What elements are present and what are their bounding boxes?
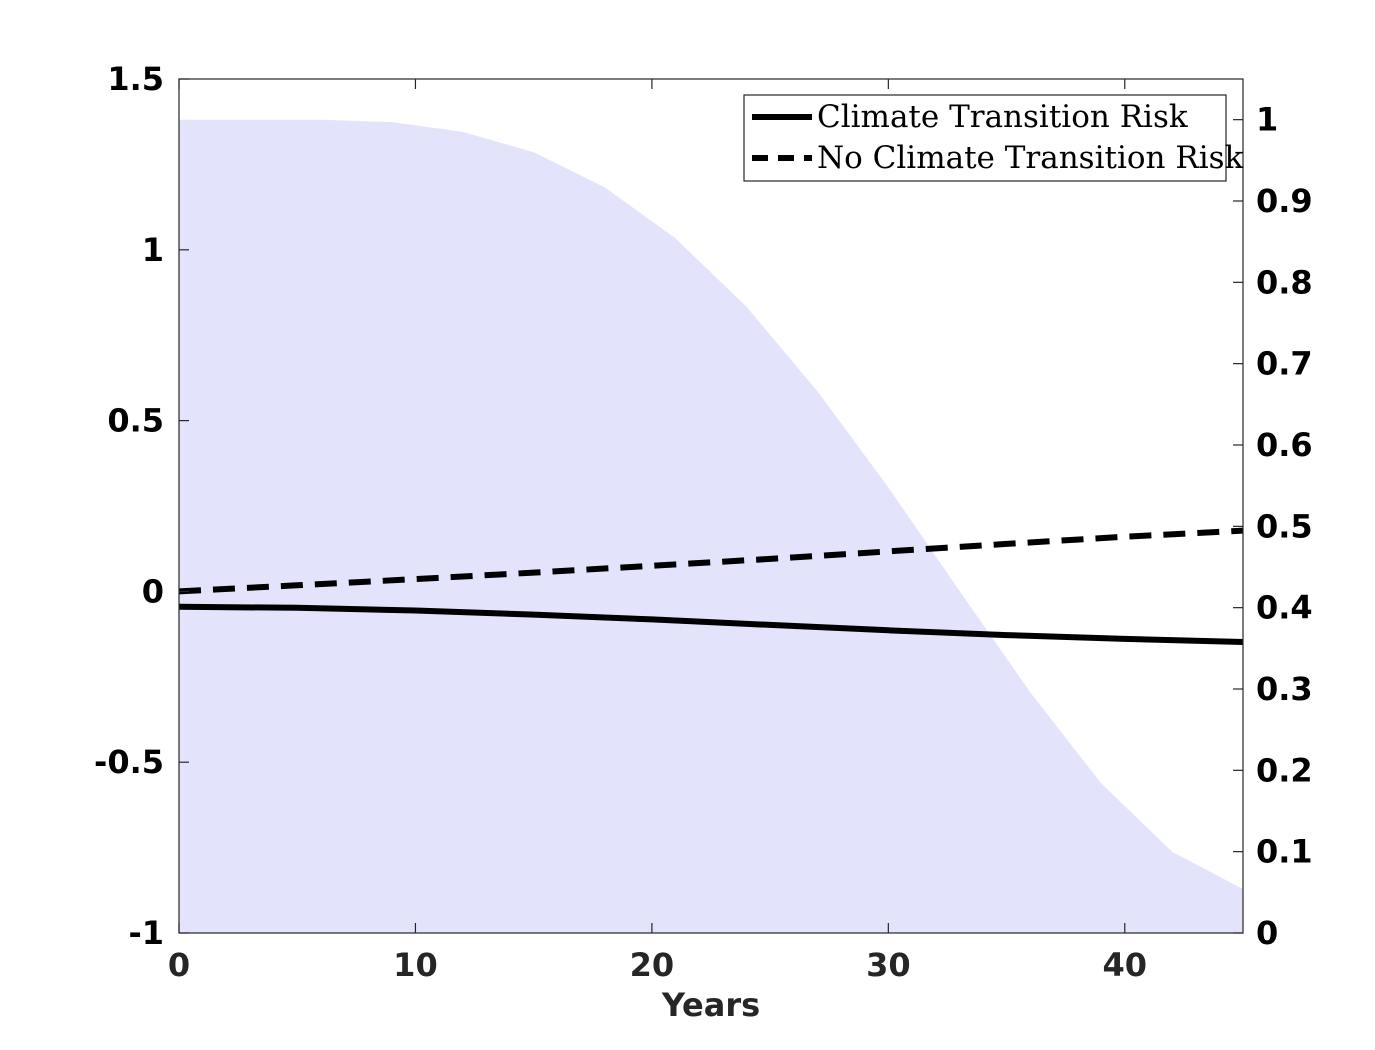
x-tick-label: 10 [393,946,438,984]
y-right-tick-label: 0 [1256,914,1278,952]
y-right-tick-label: 0.6 [1256,426,1313,464]
x-axis-ticks: 0 10 20 30 40 [168,79,1147,984]
series-line-climate-transition-risk [178,603,1244,645]
x-tick-label: 20 [630,946,675,984]
y-right-axis-ticks: 0 0.1 0.2 0.3 0.4 0.5 0.6 0.7 0.8 0.9 1 [1233,101,1313,952]
y-tick-label: 0 [142,572,164,610]
probability-area [179,119,1243,933]
x-axis-title: Years [661,986,760,1024]
y-right-tick-label: 0.2 [1256,751,1313,789]
plot-area [178,119,1244,933]
y-right-tick-label: 1 [1256,101,1278,139]
axes-box [178,78,1244,934]
y-tick-label: 1 [142,231,164,269]
y-tick-label: 1.5 [107,60,164,98]
series-line-no-climate-transition-risk [178,527,1244,595]
x-tick-label: 40 [1103,946,1148,984]
y-axis-ticks: -1 -0.5 0 0.5 1 1.5 [94,60,189,952]
y-right-tick-label: 0.4 [1256,589,1313,627]
y-tick-label: 0.5 [107,402,164,440]
x-tick-label: 30 [866,946,911,984]
legend-label-no-climate-transition-risk: No Climate Transition Risk [817,140,1244,176]
y-right-tick-label: 0.1 [1256,833,1313,871]
y-right-tick-label: 0.7 [1256,345,1313,383]
legend-box [743,94,1227,182]
y-tick-label: -0.5 [94,743,164,781]
y-right-tick-label: 0.3 [1256,670,1313,708]
y-right-tick-label: 0.9 [1256,182,1313,220]
legend: Climate Transition Risk No Climate Trans… [743,94,1244,182]
y-right-tick-label: 0.8 [1256,263,1313,301]
x-tick-label: 0 [168,946,190,984]
legend-label-climate-transition-risk: Climate Transition Risk [817,99,1188,135]
y-tick-label: -1 [128,914,164,952]
y-right-tick-label: 0.5 [1256,507,1313,545]
